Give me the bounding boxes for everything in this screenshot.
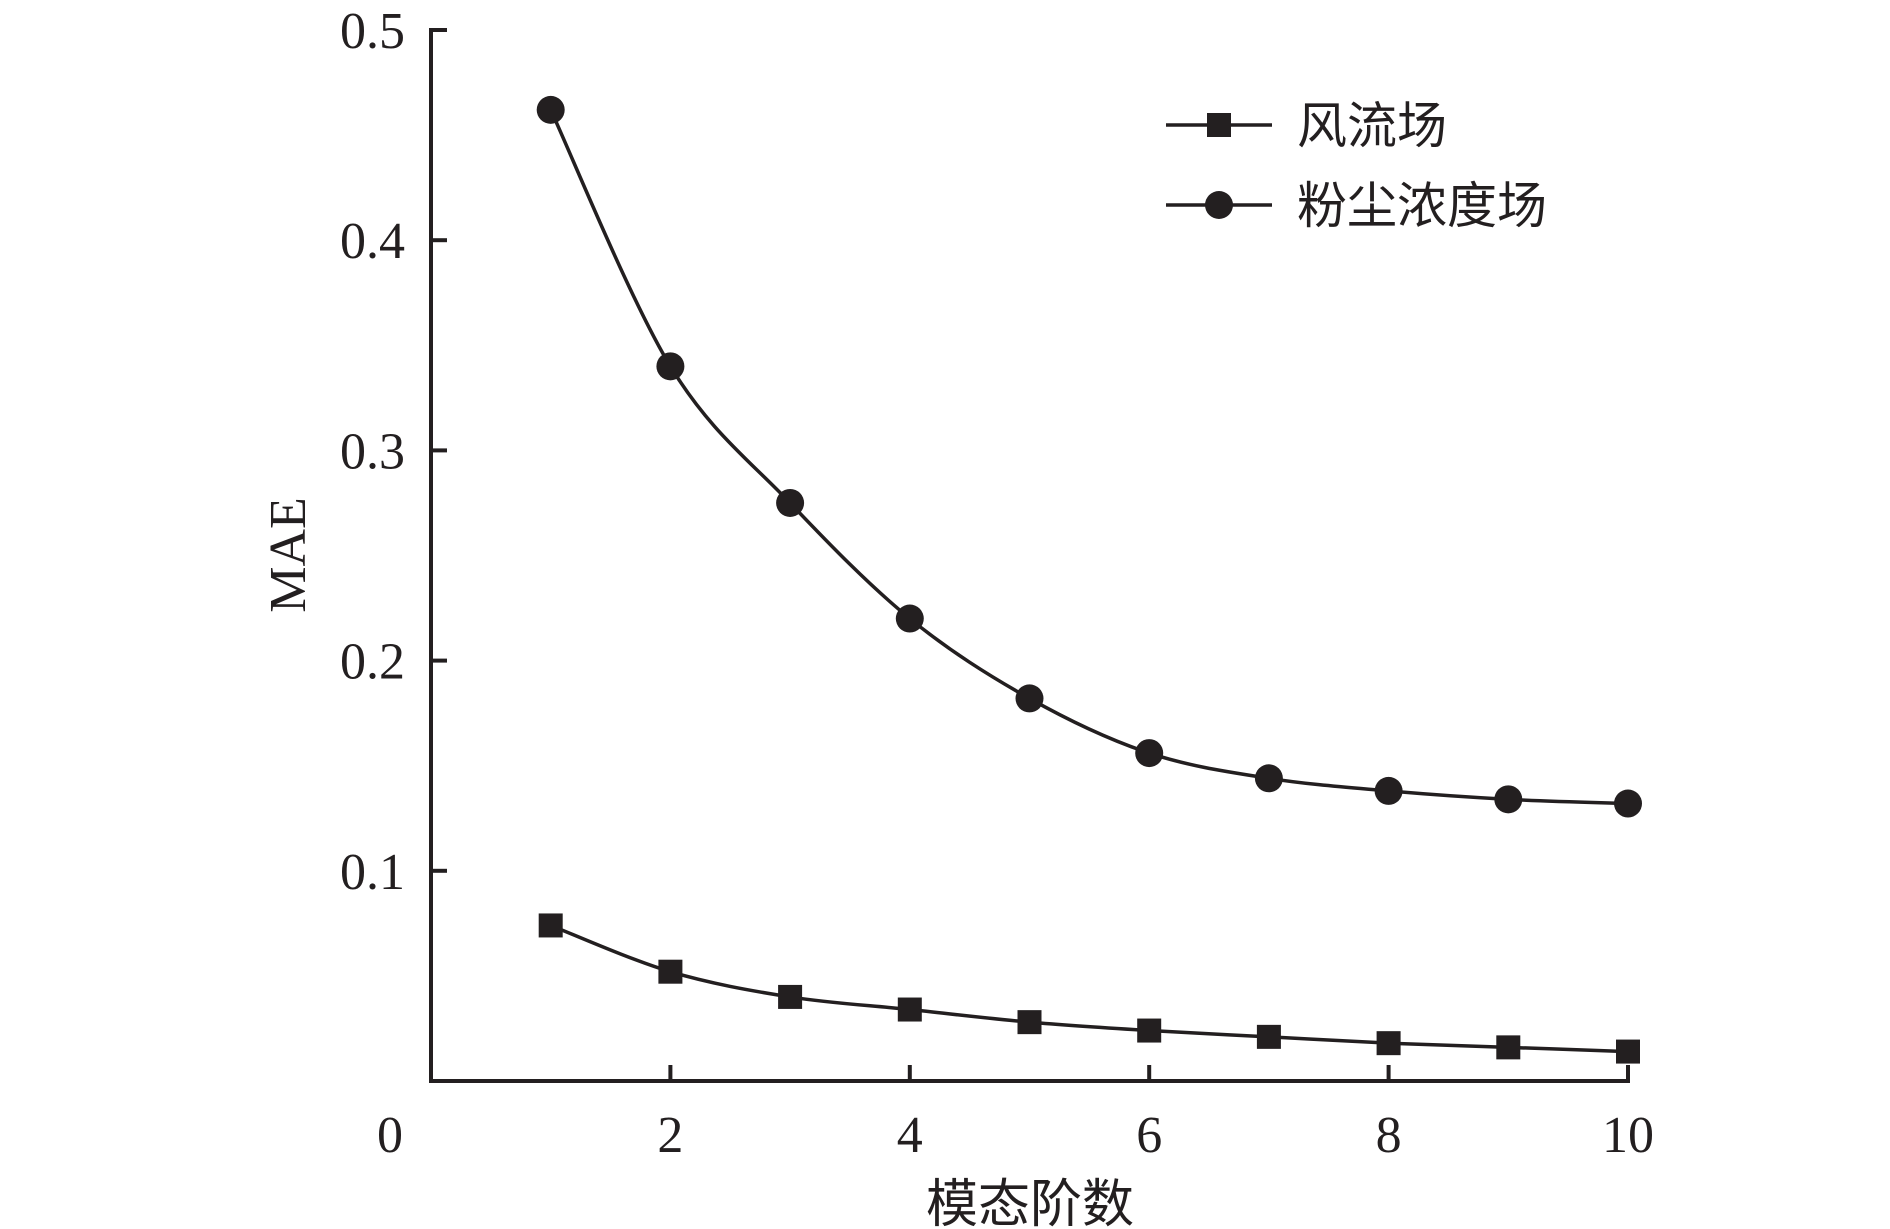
legend-marker-circle <box>1205 191 1233 219</box>
data-point-square <box>1616 1039 1640 1064</box>
legend-label: 风流场 <box>1297 97 1447 155</box>
legend-label: 粉尘浓度场 <box>1297 177 1547 235</box>
data-point-square <box>1137 1018 1162 1043</box>
data-point-circle <box>536 95 565 124</box>
y-tick-label: 0.4 <box>340 213 405 270</box>
y-axis-title: MAE <box>260 497 317 613</box>
data-point-square <box>1376 1031 1401 1056</box>
data-point-square <box>1496 1035 1521 1060</box>
x-tick-label: 8 <box>1376 1107 1402 1164</box>
series-layer <box>536 95 1642 1064</box>
legend-item: 风流场 <box>1166 97 1447 155</box>
data-point-circle <box>1135 739 1164 768</box>
data-point-circle <box>1494 785 1523 814</box>
axes: 2 4 6 8 10 0 0.1 0.2 0.3 0.4 0.5 模态阶数 MAE <box>260 3 1654 1229</box>
legend-marker-square <box>1207 113 1231 137</box>
x-axis-title: 模态阶数 <box>926 1175 1134 1229</box>
y-tick-label: 0.1 <box>340 844 405 901</box>
data-point-circle <box>1015 684 1044 713</box>
data-point-square <box>1017 1010 1042 1035</box>
data-point-square <box>897 997 922 1022</box>
data-point-square <box>1256 1024 1281 1049</box>
data-point-square <box>538 913 563 938</box>
data-point-square <box>778 984 803 1009</box>
y-tick-label: 0.2 <box>340 634 405 691</box>
origin-label: 0 <box>377 1107 403 1164</box>
y-tick-label: 0.5 <box>340 3 405 60</box>
data-point-circle <box>1374 776 1403 805</box>
series-wind-field <box>538 913 1640 1064</box>
y-tick-label: 0.3 <box>340 423 405 480</box>
data-point-circle <box>1614 789 1642 818</box>
data-point-square <box>658 959 683 984</box>
data-point-circle <box>1254 764 1283 793</box>
data-point-circle <box>895 604 924 633</box>
x-tick-label: 2 <box>657 1107 683 1164</box>
data-point-circle <box>656 352 685 381</box>
x-tick-label: 10 <box>1602 1107 1654 1164</box>
x-tick-label: 6 <box>1136 1107 1162 1164</box>
legend-item: 粉尘浓度场 <box>1166 177 1547 235</box>
x-tick-label: 4 <box>897 1107 923 1164</box>
series-dust-field <box>536 95 1642 818</box>
data-point-circle <box>776 488 805 517</box>
series-line <box>550 923 1629 1054</box>
